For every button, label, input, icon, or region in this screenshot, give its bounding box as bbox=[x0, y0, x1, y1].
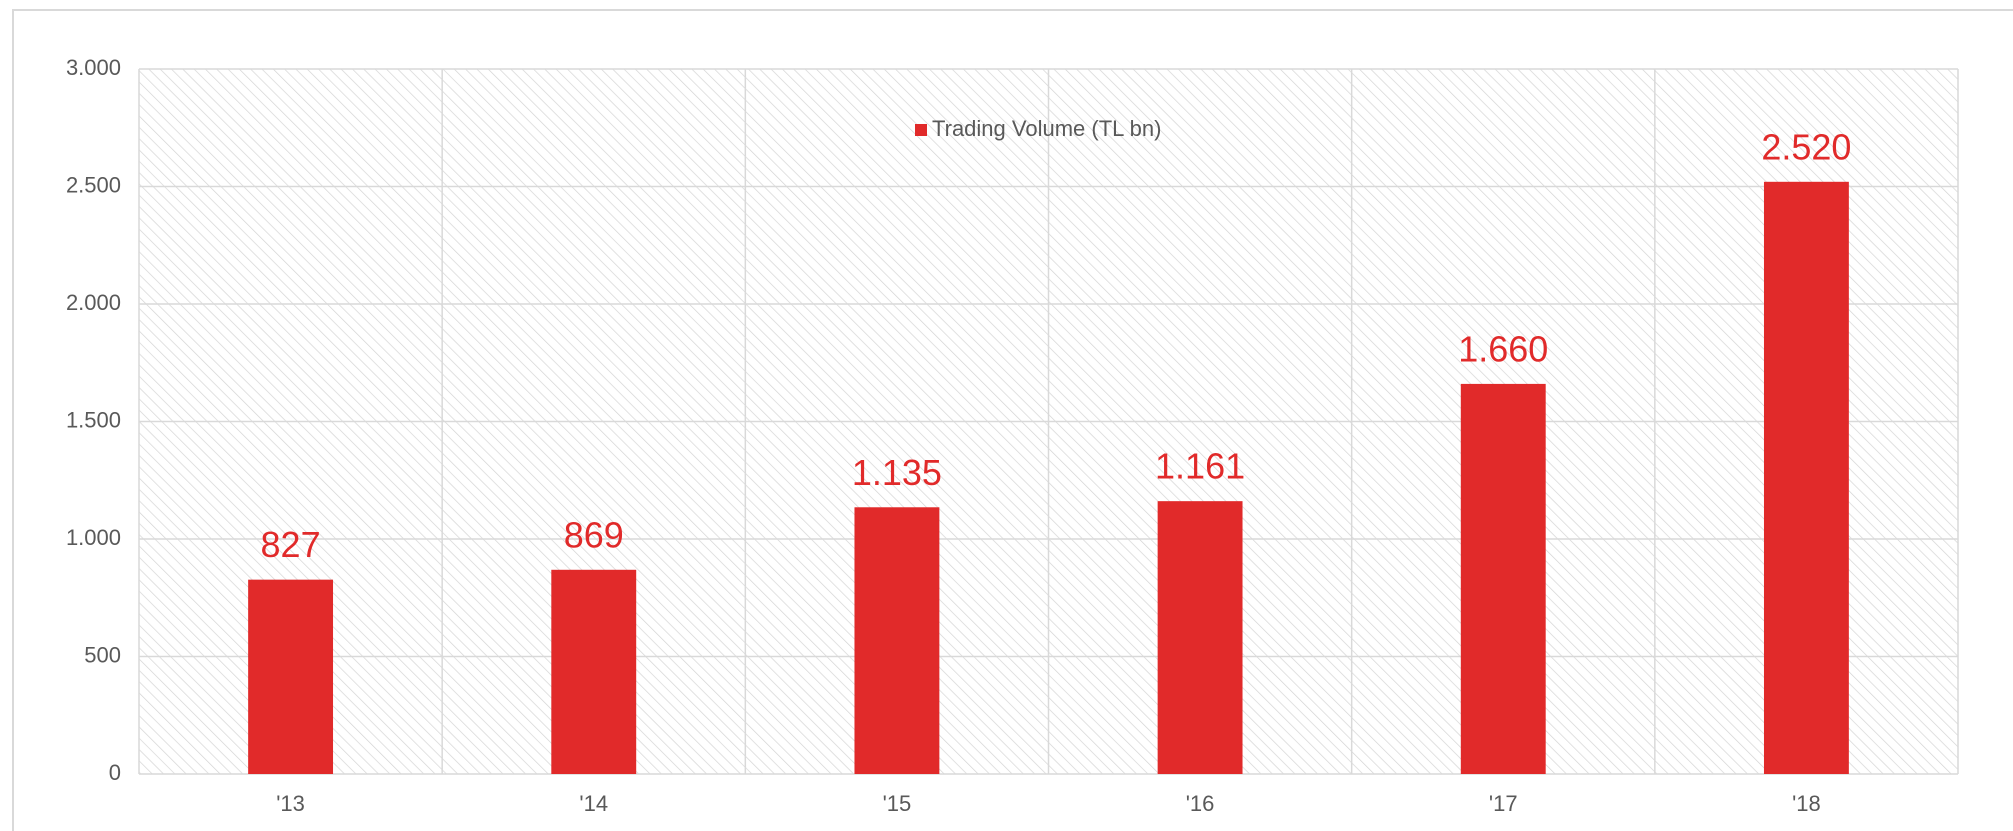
x-tick-label: '15 bbox=[883, 791, 912, 816]
y-tick-label: 500 bbox=[84, 642, 121, 667]
x-tick-label: '14 bbox=[579, 791, 608, 816]
bar bbox=[854, 507, 940, 774]
legend-swatch bbox=[915, 124, 927, 136]
data-label: 869 bbox=[564, 514, 624, 555]
data-label: 1.161 bbox=[1155, 446, 1245, 487]
y-tick-label: 1.000 bbox=[66, 525, 121, 550]
data-label: 1.135 bbox=[852, 452, 942, 493]
y-tick-label: 2.000 bbox=[66, 290, 121, 315]
data-label: 2.520 bbox=[1761, 126, 1851, 167]
bar bbox=[1157, 501, 1243, 774]
x-tick-label: '16 bbox=[1186, 791, 1215, 816]
data-label: 827 bbox=[261, 524, 321, 565]
legend-label: Trading Volume (TL bn) bbox=[932, 116, 1161, 141]
bar bbox=[1460, 383, 1546, 774]
data-label: 1.660 bbox=[1458, 328, 1548, 369]
bar bbox=[248, 579, 334, 774]
y-tick-label: 0 bbox=[109, 760, 121, 785]
bar bbox=[551, 569, 637, 774]
bar bbox=[1763, 181, 1849, 775]
y-tick-label: 3.000 bbox=[66, 55, 121, 80]
y-tick-label: 1.500 bbox=[66, 407, 121, 432]
x-tick-label: '13 bbox=[276, 791, 305, 816]
frame bbox=[12, 9, 2013, 831]
y-tick-label: 2.500 bbox=[66, 172, 121, 197]
x-tick-label: '18 bbox=[1792, 791, 1821, 816]
x-tick-label: '17 bbox=[1489, 791, 1518, 816]
